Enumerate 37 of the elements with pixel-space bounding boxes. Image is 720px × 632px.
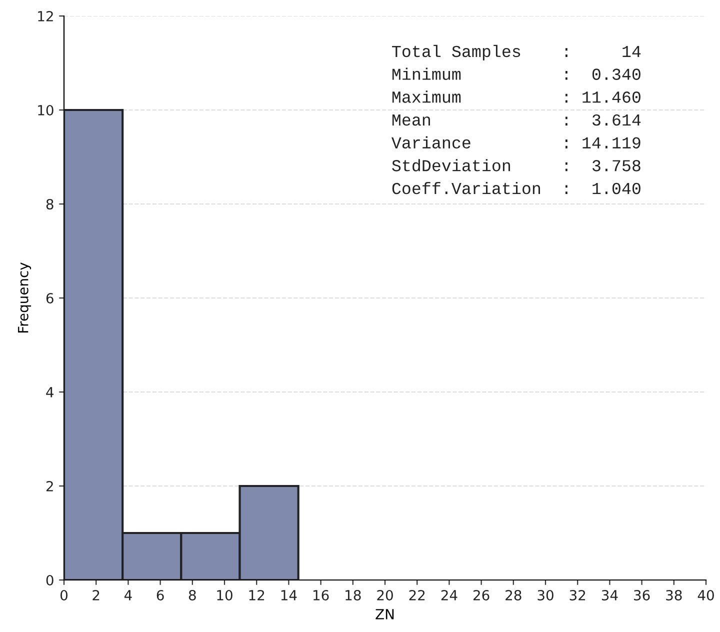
y-axis-title: Frequency xyxy=(18,262,32,333)
y-tick-label: 10 xyxy=(38,104,54,116)
x-tick-label: 20 xyxy=(377,590,393,600)
y-tick-label: 6 xyxy=(46,292,54,304)
x-tick-label: 12 xyxy=(249,590,264,600)
x-tick-label: 38 xyxy=(666,590,682,600)
y-tick-label: 2 xyxy=(46,480,53,492)
annotation: Coeff.Variation : 1.040 xyxy=(392,182,640,194)
y-tick-label: 4 xyxy=(46,387,54,398)
annotation: Total Samples : 14 xyxy=(392,44,641,60)
annotation: Minimum : 0.340 xyxy=(392,68,640,80)
annotation: StdDeviation : 3.758 xyxy=(392,159,640,172)
y-tick-label: 12 xyxy=(38,10,53,22)
x-tick-label: 0 xyxy=(60,590,68,600)
x-tick-label: 22 xyxy=(409,590,425,600)
x-tick-label: 26 xyxy=(473,590,490,600)
x-axis-title: ZN xyxy=(376,609,394,620)
x-tick-label: 2 xyxy=(92,590,100,600)
x-tick-label: 24 xyxy=(441,590,458,600)
annotation: Maximum : 11.460 xyxy=(392,90,640,103)
x-tick-label: 30 xyxy=(538,590,554,600)
x-tick-label: 14 xyxy=(281,590,297,600)
x-tick-label: 4 xyxy=(124,590,132,600)
x-tick-label: 28 xyxy=(506,590,522,600)
x-tick-label: 36 xyxy=(634,590,650,600)
x-tick-label: 8 xyxy=(188,590,196,600)
x-tick-label: 40 xyxy=(698,590,714,600)
x-tick-label: 34 xyxy=(602,590,618,600)
x-tick-label: 10 xyxy=(217,590,232,600)
x-tick-label: 32 xyxy=(570,590,586,600)
y-tick-label: 8 xyxy=(46,198,54,210)
annotation: Mean : 3.614 xyxy=(392,114,641,126)
x-tick-label: 16 xyxy=(313,590,329,600)
x-tick-label: 6 xyxy=(156,590,164,600)
x-tick-label: 18 xyxy=(346,590,361,600)
annotation: Variance : 14.119 xyxy=(392,136,640,148)
y-tick-label: 0 xyxy=(46,574,54,586)
